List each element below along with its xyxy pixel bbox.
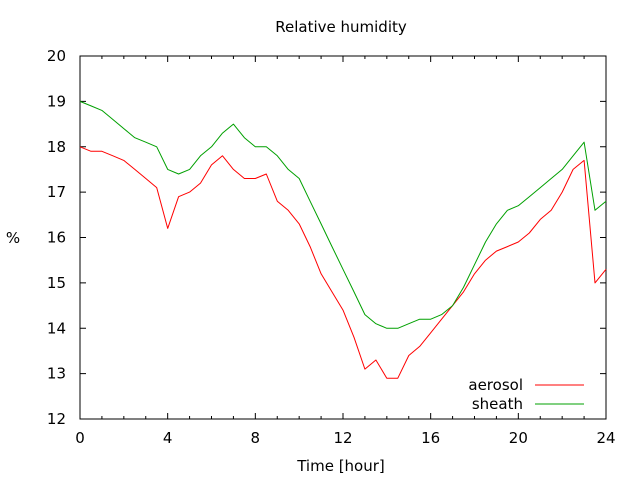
x-tick-label: 0 bbox=[75, 429, 85, 447]
y-tick-label: 20 bbox=[47, 47, 66, 65]
x-tick-label: 4 bbox=[163, 429, 173, 447]
y-tick-label: 12 bbox=[47, 410, 66, 428]
y-tick-label: 17 bbox=[47, 183, 66, 201]
x-tick-label: 12 bbox=[333, 429, 352, 447]
legend-label-aerosol: aerosol bbox=[468, 376, 523, 394]
y-tick-label: 19 bbox=[47, 92, 66, 110]
y-tick-label: 14 bbox=[47, 319, 66, 337]
x-tick-label: 20 bbox=[509, 429, 528, 447]
y-tick-label: 16 bbox=[47, 229, 66, 247]
plot-area-frame bbox=[79, 55, 607, 420]
x-axis-label: Time [hour] bbox=[296, 457, 385, 475]
y-axis-label: % bbox=[6, 229, 20, 247]
y-tick-label: 18 bbox=[47, 138, 66, 156]
axes: 12 13 14 15 16 17 18 19 20 0 4 8 12 16 20 24 bbox=[47, 47, 616, 447]
y-tick-label: 13 bbox=[47, 365, 66, 383]
legend-label-sheath: sheath bbox=[472, 395, 523, 413]
x-tick-label: 24 bbox=[596, 429, 615, 447]
series-line-aerosol bbox=[79, 146, 607, 379]
x-tick-label: 8 bbox=[251, 429, 261, 447]
x-tick-label: 16 bbox=[421, 429, 440, 447]
y-tick-label: 15 bbox=[47, 274, 66, 292]
series-line-sheath bbox=[79, 100, 607, 329]
chart-title: Relative humidity bbox=[275, 18, 407, 36]
series-layer bbox=[79, 100, 607, 379]
